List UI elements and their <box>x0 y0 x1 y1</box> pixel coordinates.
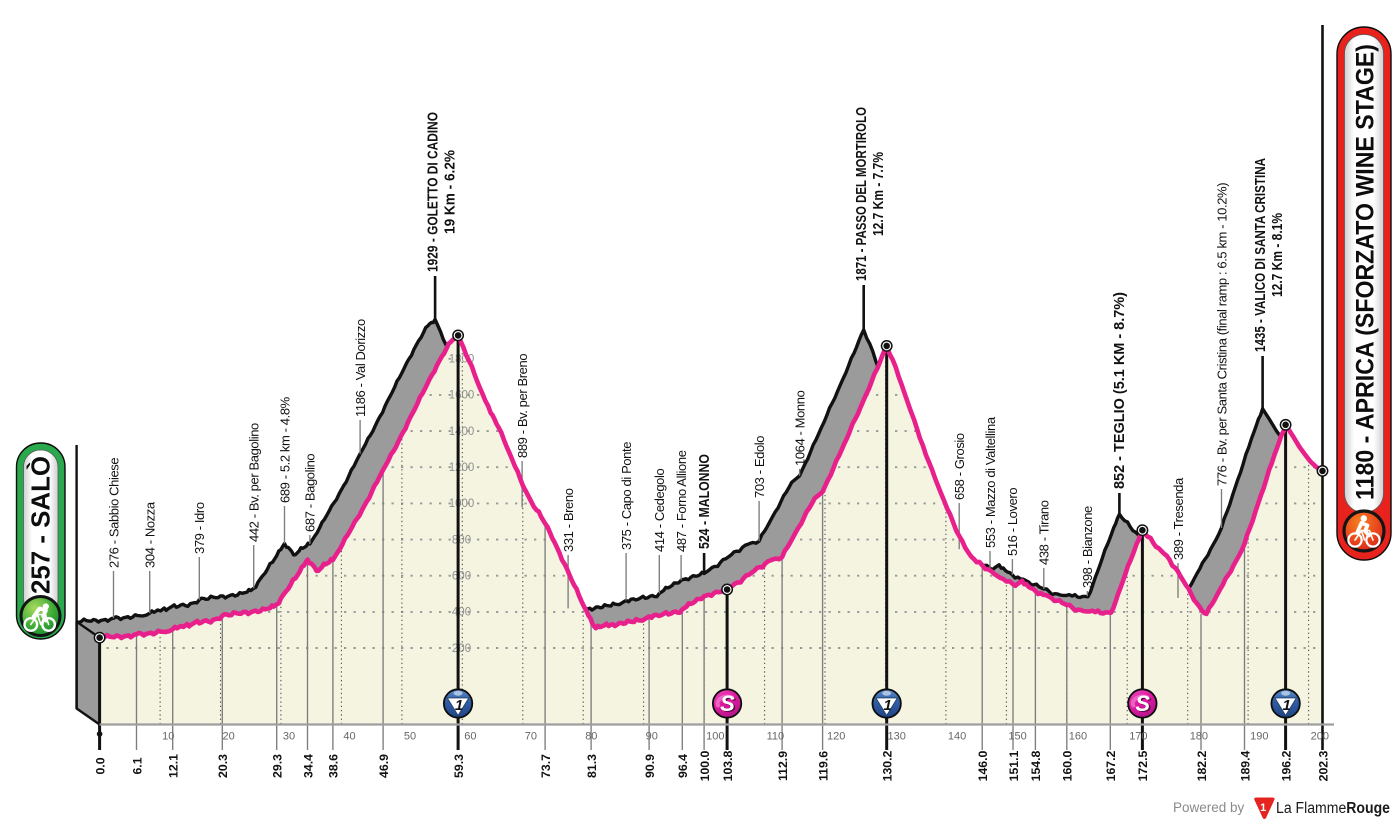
svg-text:1: 1 <box>883 697 891 714</box>
svg-text:276 - Sabbio Chiese: 276 - Sabbio Chiese <box>106 458 121 568</box>
svg-text:73.7: 73.7 <box>539 754 553 778</box>
svg-text:524 - MALONNO: 524 - MALONNO <box>697 454 713 549</box>
svg-text:60: 60 <box>464 731 476 743</box>
svg-text:658 - Grosio: 658 - Grosio <box>952 433 967 500</box>
svg-text:1929 - GOLETTO DI CADINO: 1929 - GOLETTO DI CADINO <box>426 112 442 272</box>
svg-text:889 - Bv. per Breno: 889 - Bv. per Breno <box>515 354 530 458</box>
svg-text:1000: 1000 <box>449 498 475 510</box>
svg-text:167.2: 167.2 <box>1104 750 1118 781</box>
svg-text:375 - Capo di Ponte: 375 - Capo di Ponte <box>619 442 634 550</box>
svg-text:130: 130 <box>888 731 906 743</box>
svg-text:151.1: 151.1 <box>1007 750 1021 781</box>
svg-text:100: 100 <box>706 731 724 743</box>
svg-text:12.1: 12.1 <box>167 754 181 778</box>
svg-text:130.2: 130.2 <box>881 750 895 781</box>
svg-text:414 - Cedegolo: 414 - Cedegolo <box>652 469 667 552</box>
svg-text:100.0: 100.0 <box>698 750 712 781</box>
svg-text:10: 10 <box>162 731 174 743</box>
svg-text:379 - Idro: 379 - Idro <box>192 502 207 554</box>
svg-text:0.0: 0.0 <box>93 757 107 774</box>
svg-text:1200: 1200 <box>449 462 475 474</box>
svg-text:189.4: 189.4 <box>1238 750 1252 781</box>
svg-text:1435 - VALICO DI SANTA CRISTIN: 1435 - VALICO DI SANTA CRISTINA <box>1253 158 1269 352</box>
svg-text:487 - Forno Allione: 487 - Forno Allione <box>674 450 689 552</box>
svg-text:1186 - Val Dorizzo: 1186 - Val Dorizzo <box>353 319 368 417</box>
svg-text:90.9: 90.9 <box>643 754 657 778</box>
svg-text:12.7 Km - 8.1%: 12.7 Km - 8.1% <box>1270 213 1286 297</box>
svg-text:50: 50 <box>404 731 416 743</box>
svg-text:1400: 1400 <box>449 426 475 438</box>
svg-text:46.9: 46.9 <box>377 754 391 778</box>
svg-text:1871 - PASSO DEL MORTIROLO: 1871 - PASSO DEL MORTIROLO <box>854 107 870 281</box>
svg-text:442 - Bv. per Bagolino: 442 - Bv. per Bagolino <box>247 423 262 542</box>
svg-text:80: 80 <box>585 731 597 743</box>
svg-text:103.8: 103.8 <box>721 750 735 781</box>
svg-text:400: 400 <box>452 607 471 619</box>
svg-text:120: 120 <box>827 731 845 743</box>
svg-text:146.0: 146.0 <box>976 750 990 781</box>
svg-text:1600: 1600 <box>449 390 475 402</box>
svg-text:20.3: 20.3 <box>216 754 230 778</box>
svg-text:6.1: 6.1 <box>130 757 144 774</box>
svg-text:800: 800 <box>452 534 471 546</box>
svg-text:398 - Bianzone: 398 - Bianzone <box>1080 506 1095 588</box>
svg-text:703 - Edolo: 703 - Edolo <box>752 436 767 498</box>
svg-text:12.7 Km - 7.7%: 12.7 Km - 7.7% <box>871 152 887 236</box>
svg-text:70: 70 <box>525 731 537 743</box>
svg-text:20: 20 <box>223 731 235 743</box>
svg-text:170: 170 <box>1129 731 1147 743</box>
svg-text:200: 200 <box>452 643 471 655</box>
svg-text:1: 1 <box>1282 697 1290 714</box>
svg-text:29.3: 29.3 <box>271 754 285 778</box>
svg-text:154.8: 154.8 <box>1029 750 1043 781</box>
svg-text:438 - Tirano: 438 - Tirano <box>1037 500 1052 565</box>
svg-text:1180 - APRICA (SFORZATO WINE S: 1180 - APRICA (SFORZATO WINE STAGE) <box>1352 44 1380 500</box>
svg-text:852 - TEGLIO (5.1 KM - 8.7%): 852 - TEGLIO (5.1 KM - 8.7%) <box>1112 292 1128 489</box>
svg-text:112.9: 112.9 <box>776 751 790 781</box>
svg-text:160: 160 <box>1069 731 1087 743</box>
svg-text:776 - Bv. per Santa Cristina (: 776 - Bv. per Santa Cristina (final ramp… <box>1214 183 1229 486</box>
svg-text:30: 30 <box>283 731 295 743</box>
svg-text:180: 180 <box>1190 731 1208 743</box>
svg-text:331 - Breno: 331 - Breno <box>561 488 576 552</box>
svg-text:140: 140 <box>948 731 966 743</box>
svg-text:38.6: 38.6 <box>327 754 341 778</box>
svg-text:S: S <box>722 692 737 717</box>
svg-text:689 - 5.2 km - 4.8%: 689 - 5.2 km - 4.8% <box>277 396 292 503</box>
svg-text:La FlammeRouge: La FlammeRouge <box>1276 800 1390 817</box>
svg-text:110: 110 <box>767 731 785 743</box>
svg-text:516 - Lovero: 516 - Lovero <box>1005 488 1020 556</box>
svg-text:172.5: 172.5 <box>1136 750 1150 781</box>
svg-text:40: 40 <box>343 731 355 743</box>
svg-text:687 - Bagolino: 687 - Bagolino <box>303 454 318 532</box>
svg-text:34.4: 34.4 <box>301 754 315 778</box>
svg-text:1: 1 <box>1260 802 1266 814</box>
svg-text:202.3: 202.3 <box>1316 750 1330 781</box>
svg-text:90: 90 <box>646 731 658 743</box>
svg-text:S: S <box>720 691 735 716</box>
svg-text:600: 600 <box>452 571 471 583</box>
svg-text:1: 1 <box>455 697 463 714</box>
svg-text:119.6: 119.6 <box>816 751 830 781</box>
svg-text:200: 200 <box>1311 731 1329 743</box>
svg-text:150: 150 <box>1008 731 1026 743</box>
svg-text:59.3: 59.3 <box>452 754 466 778</box>
svg-text:1064 - Monno: 1064 - Monno <box>792 390 807 466</box>
svg-text:389 - Tresenda: 389 - Tresenda <box>1171 477 1186 560</box>
svg-text:Powered by: Powered by <box>1173 800 1245 815</box>
svg-text:160.0: 160.0 <box>1061 750 1075 781</box>
svg-text:304 - Nozza: 304 - Nozza <box>143 501 158 568</box>
svg-text:S: S <box>1135 691 1150 716</box>
svg-text:196.2: 196.2 <box>1279 750 1293 781</box>
svg-text:257 - SALÒ: 257 - SALÒ <box>26 456 56 594</box>
svg-text:S: S <box>1137 692 1152 717</box>
svg-text:19 Km - 6.2%: 19 Km - 6.2% <box>443 150 459 234</box>
svg-text:553 - Mazzo di Valtellina: 553 - Mazzo di Valtellina <box>983 416 998 548</box>
svg-text:96.4: 96.4 <box>676 754 690 778</box>
svg-text:81.3: 81.3 <box>585 754 599 778</box>
svg-text:182.2: 182.2 <box>1195 750 1209 781</box>
svg-text:190: 190 <box>1250 731 1268 743</box>
